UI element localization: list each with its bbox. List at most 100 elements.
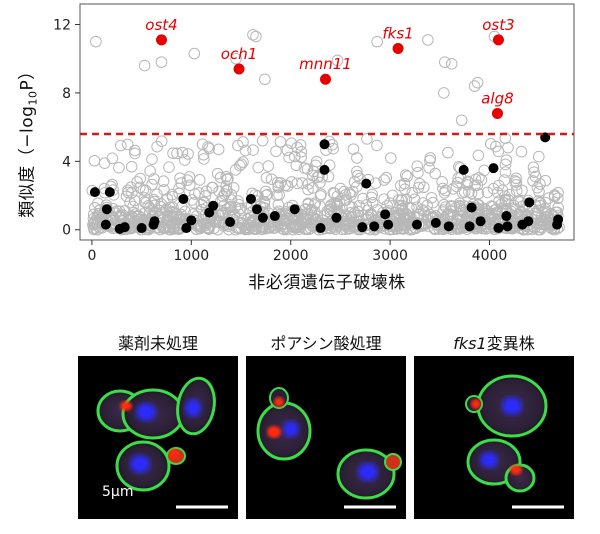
- black-point: [553, 214, 564, 225]
- gray-point: [453, 199, 466, 212]
- black-point: [443, 221, 454, 232]
- gray-point: [155, 135, 168, 147]
- gray-point: [429, 167, 442, 180]
- gray-point: [158, 184, 170, 196]
- gray-point: [347, 143, 360, 155]
- highlight-points-layer: ost4 och1 mnn11 fks1 ost3 alg8: [145, 16, 515, 119]
- gray-point: [350, 180, 363, 193]
- gray-point: [480, 220, 492, 233]
- gray-point: [422, 34, 434, 46]
- gray-point: [499, 166, 512, 178]
- gray-point: [442, 208, 455, 221]
- gray-point: [206, 181, 219, 194]
- gray-point: [532, 223, 545, 236]
- plot-frame: [79, 3, 575, 241]
- gray-point: [151, 188, 163, 201]
- gray-point: [342, 223, 355, 235]
- gray-point: [129, 215, 141, 227]
- highlight-point: [156, 34, 168, 46]
- gray-point: [331, 198, 344, 211]
- gray-point: [113, 161, 125, 174]
- gray-point: [216, 194, 229, 207]
- gray-point: [394, 199, 406, 212]
- gray-point: [193, 174, 206, 186]
- gray-point: [351, 169, 364, 182]
- gray-point: [194, 220, 207, 233]
- gray-point: [294, 139, 307, 151]
- gray-point: [411, 160, 424, 173]
- gray-point: [527, 161, 540, 174]
- gray-point: [146, 178, 158, 191]
- black-point: [104, 187, 115, 198]
- gray-point: [352, 209, 364, 222]
- gray-point: [199, 190, 212, 202]
- gray-point: [139, 184, 152, 197]
- gray-point: [166, 188, 178, 201]
- gray-point: [178, 154, 191, 166]
- gray-point: [539, 207, 552, 220]
- gray-point: [285, 176, 298, 188]
- gray-point: [510, 172, 522, 185]
- gray-point: [200, 185, 213, 197]
- gray-point: [213, 215, 226, 228]
- x-tick-label: 3000: [372, 248, 408, 264]
- gray-point: [157, 175, 170, 188]
- gray-point: [197, 196, 210, 209]
- gray-point: [552, 192, 564, 205]
- gray-point: [330, 223, 342, 235]
- gray-point: [131, 176, 144, 188]
- black-point: [493, 223, 504, 234]
- gray-point: [427, 196, 439, 209]
- black-point: [315, 223, 326, 234]
- gray-point: [487, 182, 500, 195]
- gray-point: [345, 189, 357, 201]
- black-point: [89, 187, 100, 198]
- gray-point: [183, 171, 196, 183]
- gray-point: [232, 195, 244, 207]
- black-point: [225, 217, 236, 228]
- black-point: [523, 216, 534, 227]
- gray-point: [306, 182, 319, 194]
- gray-point: [214, 171, 227, 184]
- black-point: [357, 222, 368, 233]
- gray-point: [272, 220, 284, 233]
- black-point: [251, 204, 262, 215]
- gray-point: [532, 150, 545, 163]
- black-point: [430, 217, 441, 228]
- panel-title-poacic-acid: ポアシン酸処理: [270, 334, 382, 353]
- gray-point: [439, 184, 452, 197]
- black-point: [501, 211, 512, 222]
- gray-point: [222, 172, 234, 185]
- gray-point: [148, 173, 160, 185]
- gray-point: [491, 186, 504, 199]
- black-point: [524, 197, 535, 208]
- gray-point: [203, 223, 215, 235]
- black-point: [458, 164, 469, 175]
- gray-point: [458, 186, 471, 198]
- gray-point: [260, 189, 273, 202]
- gray-point: [346, 201, 358, 213]
- gray-point: [408, 193, 421, 206]
- gray-point: [438, 56, 451, 68]
- gray-point: [302, 178, 315, 190]
- gray-point: [309, 159, 322, 172]
- black-point: [466, 202, 477, 213]
- gray-point: [412, 166, 424, 179]
- gray-point: [498, 174, 511, 186]
- gray-point: [445, 200, 458, 212]
- gray-point: [175, 177, 187, 189]
- gray-point: [138, 59, 151, 72]
- gray-point: [227, 182, 240, 194]
- gray-point: [538, 217, 551, 230]
- black-point: [119, 222, 130, 233]
- gray-point: [334, 182, 347, 195]
- gray-point: [247, 144, 259, 156]
- scatter-plot: ost4 och1 mnn11 fks1 ost3 alg8 0 1000 2000 3000 4…: [53, 3, 575, 264]
- gray-point: [280, 215, 292, 227]
- gray-point: [291, 141, 303, 154]
- black-point: [269, 211, 280, 222]
- gray-point: [171, 147, 183, 160]
- black-point: [475, 216, 486, 227]
- micrograph-untreated: [78, 356, 238, 519]
- gray-point: [212, 143, 225, 156]
